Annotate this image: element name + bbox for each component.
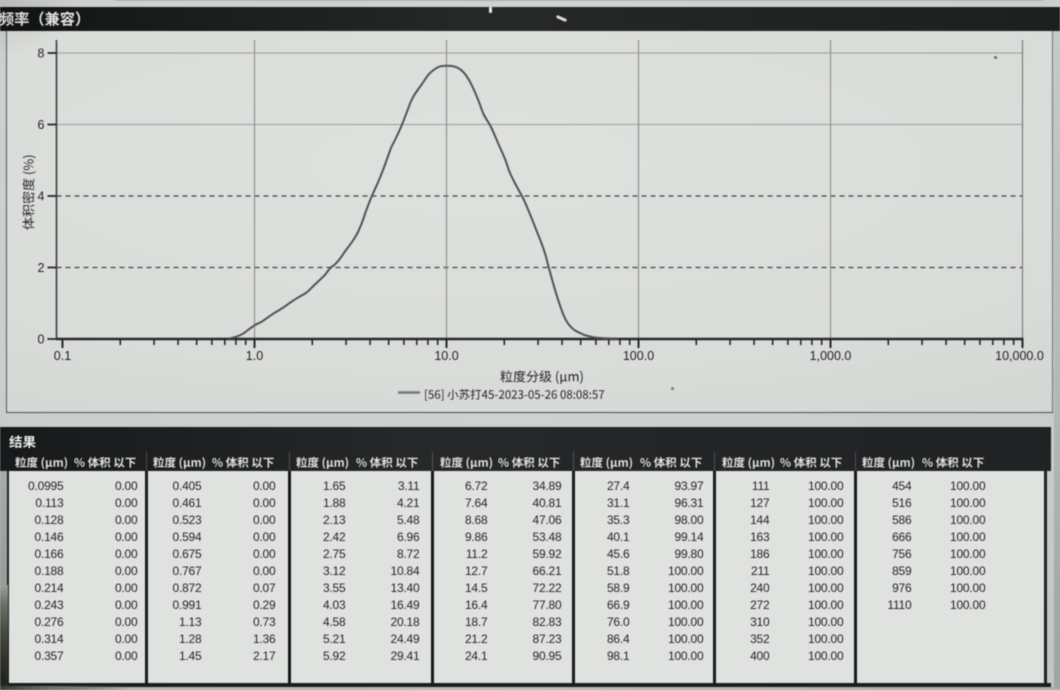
svg-text:0: 0 [38,333,45,347]
svg-text:8: 8 [38,47,45,61]
svg-text:10,000.0: 10,000.0 [995,349,1044,363]
svg-text:4: 4 [38,190,45,204]
svg-text:10.0: 10.0 [434,349,458,363]
svg-text:0.1: 0.1 [54,349,71,363]
svg-text:100.0: 100.0 [623,349,654,363]
svg-text:6: 6 [38,118,45,132]
svg-text:1.0: 1.0 [246,349,263,363]
svg-text:1,000.0: 1,000.0 [810,349,852,363]
svg-text:2: 2 [38,261,45,275]
